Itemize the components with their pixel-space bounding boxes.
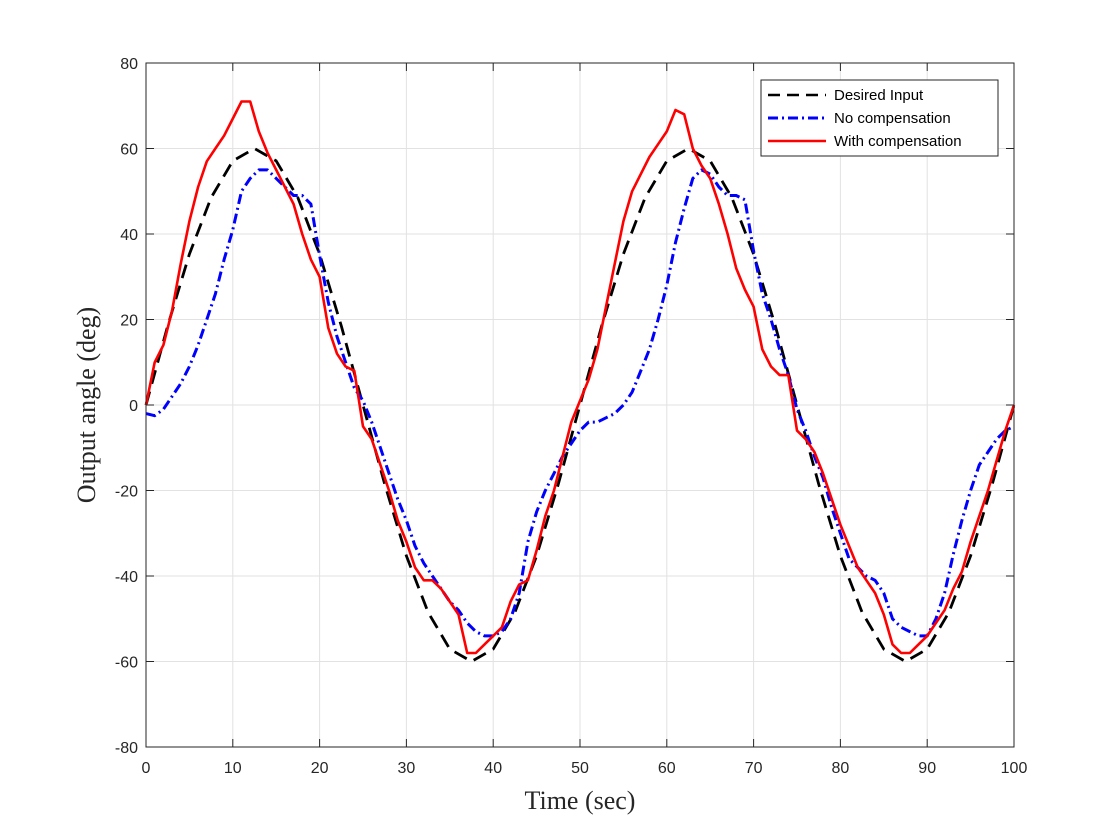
- legend-box: [760, 79, 999, 157]
- series-line-desired-input: [144, 147, 1016, 663]
- legend-label-desired-input: Desired Input: [834, 87, 924, 104]
- series-line-no-compensation: [145, 168, 1015, 638]
- axis-ticks: 0 10 20 30 40 50 60 70 80 90 100 -80 -60 -40 -20 0 20 40 6…: [115, 56, 1028, 777]
- y-tick-label: 0: [129, 398, 138, 415]
- y-tick-label: -80: [115, 740, 138, 757]
- legend: Desired Input No compensation With compe…: [760, 79, 999, 157]
- x-tick-label: 10: [224, 760, 242, 777]
- x-tick-label: 20: [311, 760, 329, 777]
- x-axis-label: Time (sec): [525, 786, 636, 815]
- x-tick-label: 100: [1001, 760, 1028, 777]
- x-tick-label: 0: [142, 760, 151, 777]
- x-tick-label: 60: [658, 760, 676, 777]
- y-tick-label: 80: [120, 56, 138, 73]
- y-tick-label: 60: [120, 142, 138, 159]
- y-tick-label: 40: [120, 227, 138, 244]
- x-tick-label: 90: [918, 760, 936, 777]
- x-tick-label: 50: [571, 760, 589, 777]
- legend-label-no-compensation: No compensation: [834, 110, 951, 127]
- y-tick-label: -60: [115, 655, 138, 672]
- x-tick-label: 80: [832, 760, 850, 777]
- series-layer: [144, 100, 1016, 663]
- x-tick-label: 70: [745, 760, 763, 777]
- y-tick-label: 20: [120, 313, 138, 330]
- y-tick-label: -40: [115, 569, 138, 586]
- y-tick-label: -20: [115, 484, 138, 501]
- series-line-with-compensation: [144, 100, 1016, 655]
- y-axis-label: Output angle (deg): [72, 307, 101, 503]
- legend-label-with-compensation: With compensation: [834, 133, 962, 150]
- x-tick-label: 40: [484, 760, 502, 777]
- x-tick-label: 30: [398, 760, 416, 777]
